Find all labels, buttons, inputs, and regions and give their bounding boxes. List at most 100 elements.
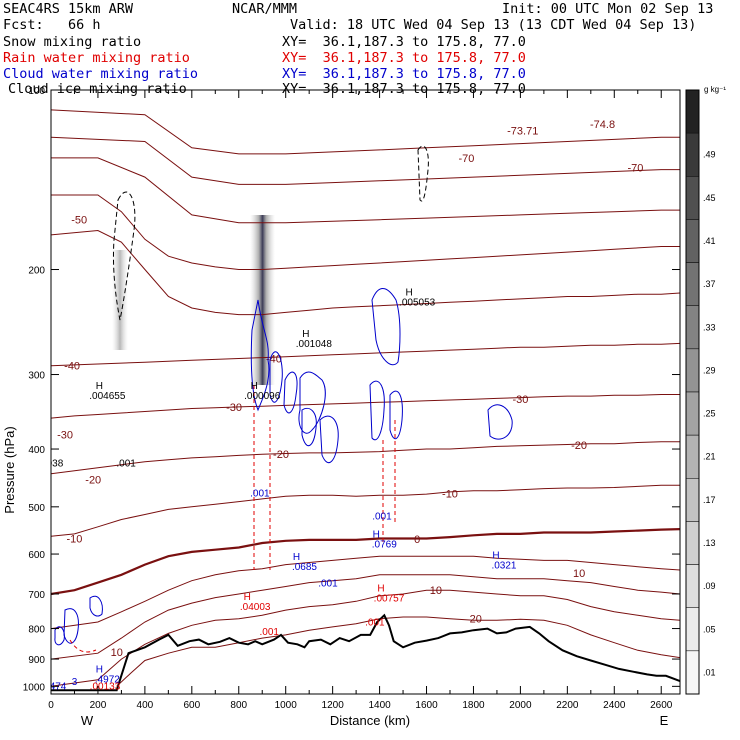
temperature-label: -20 xyxy=(273,449,289,461)
cloud-water-contours xyxy=(54,288,513,646)
x-tick-label: 2200 xyxy=(556,700,579,711)
x-tick-label: 1200 xyxy=(322,700,345,711)
y-axis-label: Pressure (hPa) xyxy=(2,426,17,513)
temperature-label: -10 xyxy=(442,489,458,501)
max-value-label: .04003 xyxy=(240,602,271,613)
x-tick-label: 0 xyxy=(48,700,54,711)
field-rain-xy: XY= 36.1,187.3 to 175.8, 77.0 xyxy=(282,50,526,66)
temperature-label: -20 xyxy=(85,475,101,487)
model-title: SEAC4RS 15km ARW xyxy=(3,1,134,17)
center-label: NCAR/MMM xyxy=(232,1,298,17)
max-marker: H xyxy=(373,529,380,540)
colorbar-segment xyxy=(685,607,700,652)
colorbar-label: .01 xyxy=(703,667,716,677)
max-value-label: .004655 xyxy=(89,391,126,402)
y-tick-label: 500 xyxy=(28,503,45,514)
temperature-label: -10 xyxy=(67,533,83,545)
max-value-label: .001 xyxy=(365,617,385,628)
x-axis-label: Distance (km) xyxy=(330,713,410,728)
max-value-label: .00757 xyxy=(374,593,405,604)
max-marker: H xyxy=(293,552,300,563)
plot-frame xyxy=(50,89,681,695)
y-tick-label: 1000 xyxy=(23,682,46,693)
terrain-line xyxy=(51,613,680,692)
max-value-label: .0685 xyxy=(292,562,317,573)
valid-time: Valid: 18 UTC Wed 04 Sep 13 (13 CDT Wed … xyxy=(290,17,697,33)
y-tick-label: 300 xyxy=(28,371,45,382)
colorbar-segment xyxy=(685,521,700,565)
colorbar-label: .17 xyxy=(703,495,716,505)
ice-shading-plume xyxy=(112,250,128,350)
y-tick-label: 100 xyxy=(28,86,45,97)
x-tick-label: 800 xyxy=(230,700,247,711)
colorbar-label: .05 xyxy=(703,624,716,634)
colorbar-label: .13 xyxy=(703,538,716,548)
max-value-label: .000096 xyxy=(244,391,281,402)
colorbar-label: .33 xyxy=(703,322,716,332)
cloud-ice-contours xyxy=(112,145,429,321)
max-marker: H xyxy=(377,583,384,594)
colorbar-segment xyxy=(685,650,700,695)
max-marker: H xyxy=(302,329,309,340)
temperature-contour xyxy=(51,157,680,224)
temperature-contour xyxy=(116,616,680,687)
max-value-label: .00133 xyxy=(90,681,121,692)
colorbar-segment xyxy=(685,262,700,306)
field-snow-xy: XY= 36.1,187.3 to 175.8, 77.0 xyxy=(282,34,526,50)
x-tick-label: 600 xyxy=(183,700,200,711)
east-endpoint-label: E xyxy=(660,713,669,728)
colorbar-segment xyxy=(686,90,699,134)
max-value-label: .001048 xyxy=(296,339,333,350)
x-tick-label: 1800 xyxy=(462,700,485,711)
y-tick-label: 600 xyxy=(28,550,45,561)
forecast-hour: Fcst: 66 h xyxy=(3,17,101,33)
max-value-label: 3 xyxy=(72,677,78,688)
west-endpoint-label: W xyxy=(81,713,94,728)
temperature-contour xyxy=(51,528,680,596)
temperature-label: -50 xyxy=(71,215,87,227)
colorbar-segment xyxy=(685,391,700,436)
max-value-label: .001 xyxy=(372,511,392,522)
colorbar-segment xyxy=(685,564,700,608)
colorbar-label: .21 xyxy=(703,452,716,462)
max-value-label: .4972 xyxy=(95,674,120,685)
colorbar-label: .45 xyxy=(703,193,716,203)
colorbar-label: .37 xyxy=(703,279,716,289)
max-marker: H xyxy=(96,664,103,675)
x-tick-label: 1000 xyxy=(275,700,298,711)
max-value-label: .0321 xyxy=(491,561,516,572)
plot-area: -70-73.71-74.8-70-50-40-40-30-30-30-20-2… xyxy=(41,109,680,692)
temperature-label: -74.8 xyxy=(590,119,615,131)
temperature-contour xyxy=(51,574,680,660)
temperature-label: 0 xyxy=(414,534,420,546)
max-value-label: 0038 xyxy=(41,459,64,470)
colorbar-segment xyxy=(685,478,700,522)
y-tick-label: 700 xyxy=(28,590,45,601)
colorbar-unit: g kg⁻¹ xyxy=(704,85,726,94)
temperature-contour xyxy=(51,194,680,270)
max-marker: H xyxy=(492,551,499,562)
max-marker: H xyxy=(244,592,251,603)
y-tick-label: 900 xyxy=(28,655,45,666)
temperature-contour xyxy=(51,136,680,185)
y-tick-label: 200 xyxy=(28,266,45,277)
rain-water-contours xyxy=(69,385,396,653)
max-value-label: .0769 xyxy=(372,539,397,550)
temperature-contour xyxy=(51,441,680,475)
temperature-contour xyxy=(51,229,680,316)
temperature-label: -70 xyxy=(627,163,643,175)
temperature-label: -20 xyxy=(571,440,587,452)
colorbar-frame xyxy=(685,89,700,695)
x-tick-label: 2000 xyxy=(509,700,532,711)
max-value-label: 474 xyxy=(50,681,67,692)
field-snow-label: Snow mixing ratio xyxy=(3,34,142,50)
temperature-contour xyxy=(51,589,680,687)
colorbar-label: .29 xyxy=(703,365,716,375)
y-tick-label: 800 xyxy=(28,625,45,636)
max-marker: H xyxy=(406,288,413,299)
y-tick-label: 400 xyxy=(28,445,45,456)
x-tick-label: 2400 xyxy=(603,700,626,711)
max-marker: H xyxy=(96,381,103,392)
colorbar-label: .49 xyxy=(703,150,716,160)
